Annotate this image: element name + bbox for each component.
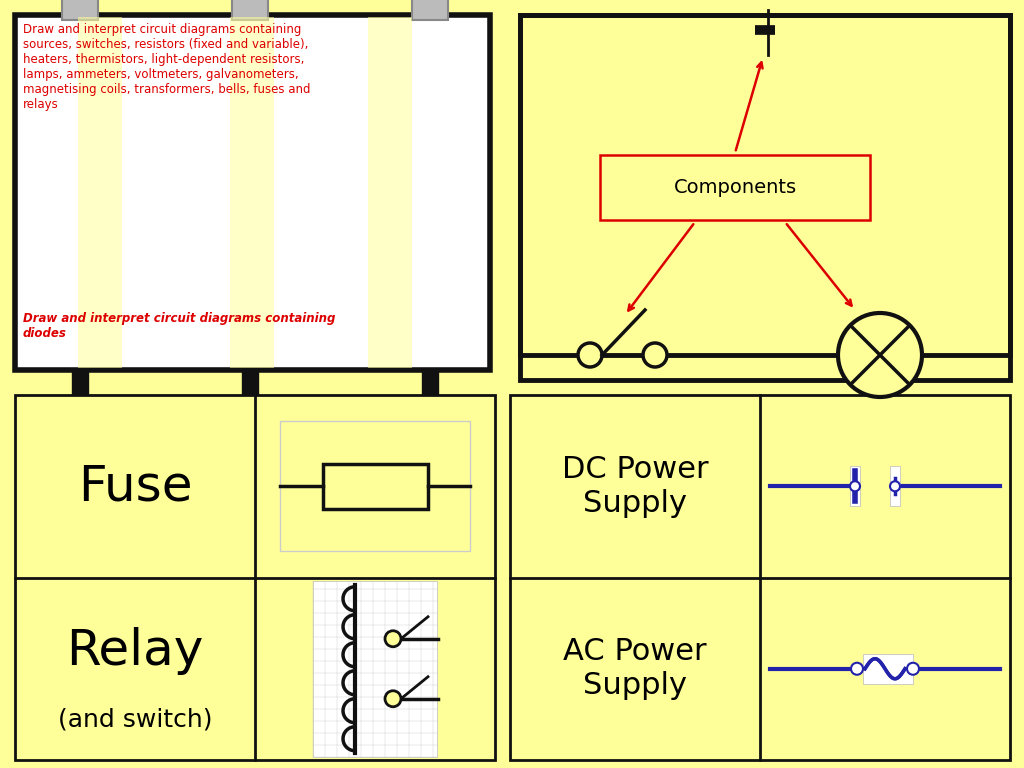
Bar — [323, 464, 427, 508]
Text: Draw and interpret circuit diagrams containing
diodes: Draw and interpret circuit diagrams cont… — [23, 312, 336, 340]
Bar — [510, 395, 1010, 760]
Bar — [890, 466, 900, 506]
Circle shape — [890, 482, 900, 492]
Circle shape — [578, 343, 602, 367]
Text: Relay: Relay — [67, 627, 204, 675]
Bar — [313, 581, 437, 756]
Bar — [412, 0, 449, 20]
Bar — [520, 15, 1010, 380]
Text: Draw and interpret circuit diagrams containing
sources, switches, resistors (fix: Draw and interpret circuit diagrams cont… — [23, 23, 310, 111]
Text: AC Power
Supply: AC Power Supply — [563, 637, 707, 700]
Circle shape — [851, 663, 863, 675]
Text: (and switch): (and switch) — [57, 708, 212, 732]
Text: Fuse: Fuse — [78, 462, 193, 510]
Bar — [72, 370, 88, 420]
Circle shape — [907, 663, 919, 675]
Bar — [422, 370, 438, 420]
Bar — [230, 17, 274, 368]
Circle shape — [850, 482, 860, 492]
Bar — [368, 17, 412, 368]
Circle shape — [838, 313, 922, 397]
Text: Components: Components — [674, 178, 797, 197]
Bar — [78, 17, 122, 368]
Bar — [850, 466, 860, 506]
Bar — [15, 395, 495, 760]
Circle shape — [385, 631, 401, 647]
Text: DC Power
Supply: DC Power Supply — [562, 455, 709, 518]
Bar — [600, 155, 870, 220]
Circle shape — [385, 690, 401, 707]
Bar — [242, 370, 258, 420]
Bar — [62, 0, 98, 20]
Bar — [15, 15, 490, 370]
Bar — [232, 0, 268, 20]
Bar — [280, 422, 470, 551]
Circle shape — [643, 343, 667, 367]
Bar — [863, 654, 913, 684]
